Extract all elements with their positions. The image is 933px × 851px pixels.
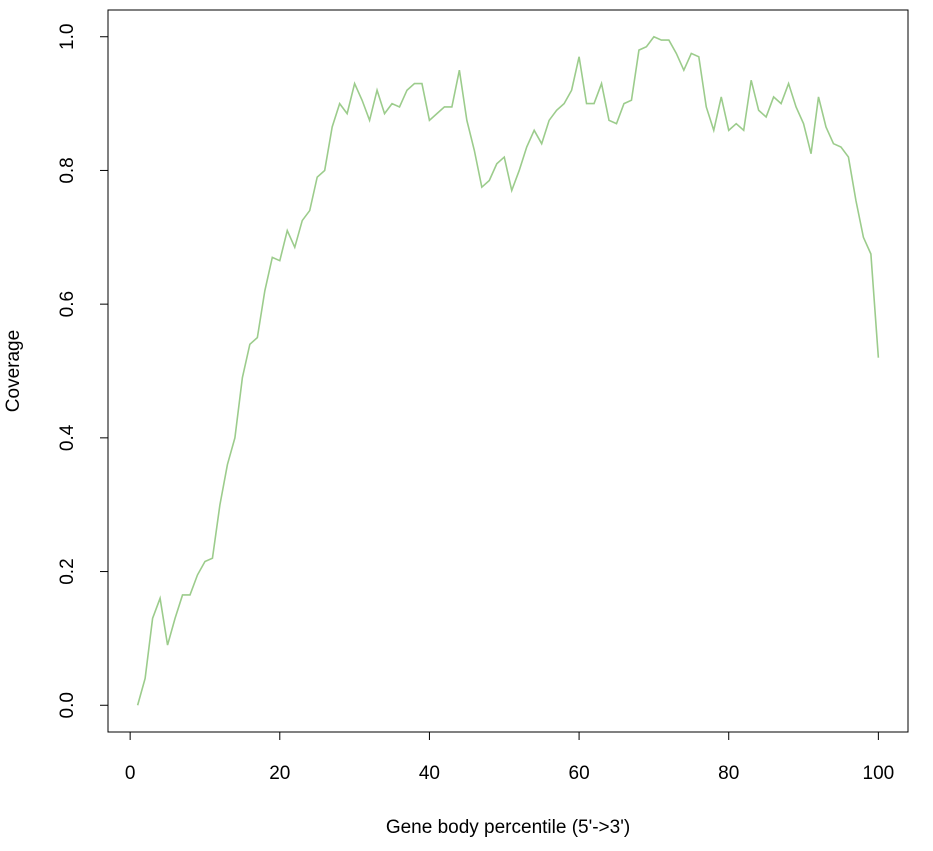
x-tick-label: 20 [269, 763, 290, 784]
y-tick-label: 1.0 [57, 24, 78, 50]
x-axis-title: Gene body percentile (5'->3') [386, 817, 630, 838]
y-tick-label: 0.0 [57, 692, 78, 718]
plot-frame [107, 9, 909, 733]
x-tick-label: 60 [569, 763, 590, 784]
y-tick-label: 0.6 [57, 291, 78, 317]
x-tick-label: 40 [419, 763, 440, 784]
coverage-line [136, 35, 880, 706]
y-tick-label: 0.2 [57, 558, 78, 584]
x-tick-label: 100 [863, 763, 895, 784]
y-tick-label: 0.8 [57, 157, 78, 183]
x-tick-label: 0 [125, 763, 136, 784]
y-axis-title: Coverage [3, 330, 24, 412]
y-tick-label: 0.4 [57, 424, 78, 451]
x-tick-label: 80 [718, 763, 739, 784]
